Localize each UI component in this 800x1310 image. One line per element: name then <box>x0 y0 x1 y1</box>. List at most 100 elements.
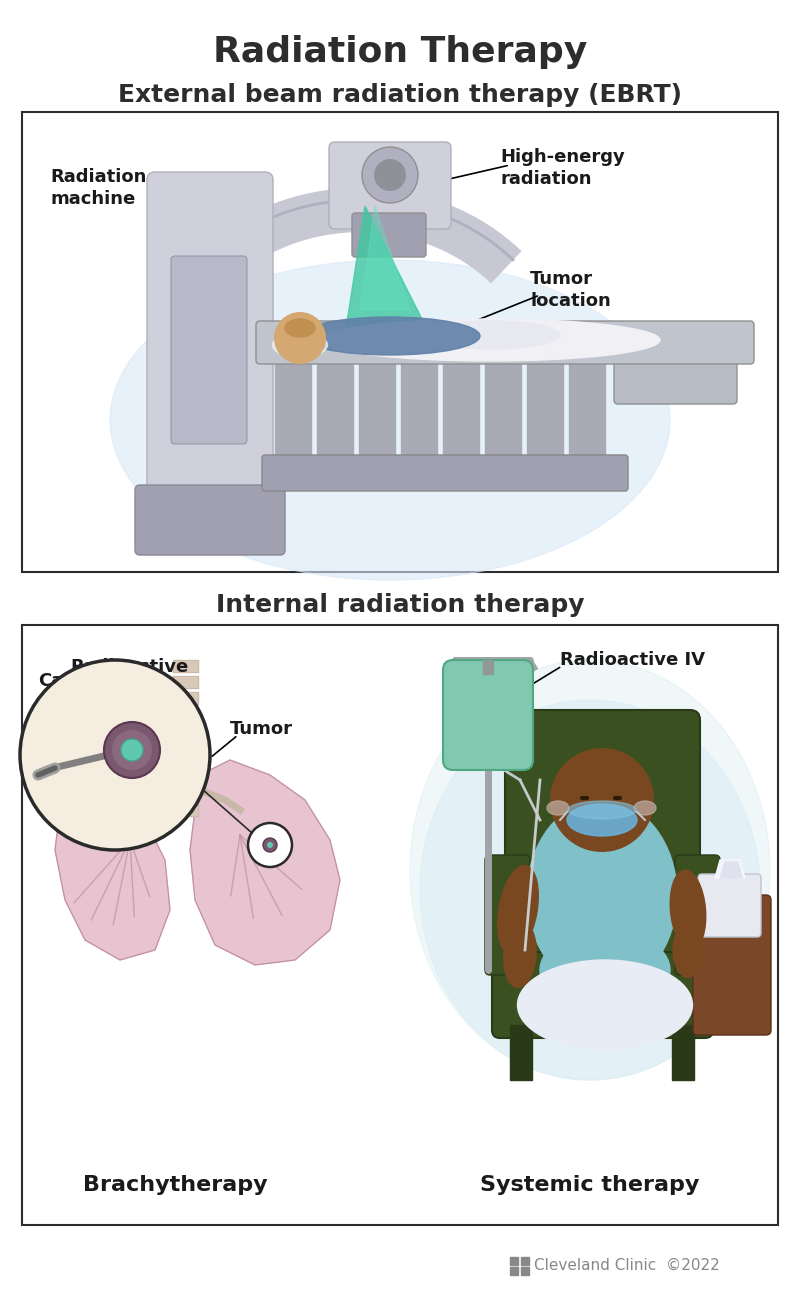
Ellipse shape <box>285 320 315 337</box>
Bar <box>672 1024 694 1079</box>
Circle shape <box>274 312 326 364</box>
Bar <box>174 806 197 815</box>
FancyBboxPatch shape <box>698 874 761 937</box>
FancyBboxPatch shape <box>352 214 426 257</box>
Ellipse shape <box>670 870 706 950</box>
Circle shape <box>550 748 654 852</box>
Ellipse shape <box>567 804 637 836</box>
Ellipse shape <box>420 700 760 1079</box>
Bar <box>483 660 493 675</box>
Ellipse shape <box>504 922 536 988</box>
Bar <box>173 676 198 688</box>
Text: Radioactive IV: Radioactive IV <box>560 651 705 669</box>
FancyBboxPatch shape <box>256 321 754 364</box>
FancyBboxPatch shape <box>693 895 771 1035</box>
Ellipse shape <box>110 259 670 580</box>
Bar <box>174 693 197 703</box>
Circle shape <box>112 730 152 770</box>
Bar <box>521 1258 529 1265</box>
Bar <box>173 789 198 800</box>
Bar <box>174 789 197 799</box>
Ellipse shape <box>527 800 677 990</box>
Bar <box>173 756 198 768</box>
Ellipse shape <box>518 960 693 1051</box>
Text: Cleveland Clinic  ©2022: Cleveland Clinic ©2022 <box>534 1258 720 1272</box>
Text: Radiation
machine: Radiation machine <box>50 168 146 208</box>
Circle shape <box>267 842 273 848</box>
FancyBboxPatch shape <box>614 351 737 403</box>
Ellipse shape <box>273 333 327 358</box>
Polygon shape <box>715 859 745 878</box>
Text: Brachytherapy: Brachytherapy <box>82 1175 267 1195</box>
Bar <box>510 1024 532 1079</box>
Text: Tumor
location: Tumor location <box>530 270 610 310</box>
Bar <box>527 360 563 460</box>
Bar <box>510 1258 518 1265</box>
Bar <box>173 740 198 752</box>
Bar <box>174 677 197 686</box>
Circle shape <box>20 660 210 850</box>
Bar <box>521 1267 529 1275</box>
Ellipse shape <box>568 800 636 819</box>
Bar <box>174 662 197 671</box>
Text: Systemic therapy: Systemic therapy <box>480 1175 700 1195</box>
Bar <box>275 360 311 460</box>
Bar <box>174 757 197 766</box>
Polygon shape <box>55 770 170 960</box>
Bar <box>173 772 198 783</box>
Circle shape <box>104 722 160 778</box>
Bar <box>173 724 198 736</box>
Circle shape <box>248 823 292 867</box>
FancyBboxPatch shape <box>492 952 713 1038</box>
Bar <box>174 709 197 719</box>
Circle shape <box>263 838 277 852</box>
Bar <box>173 804 198 816</box>
Ellipse shape <box>540 930 670 1010</box>
Bar <box>174 773 197 783</box>
Bar <box>173 707 198 721</box>
Bar <box>173 660 198 672</box>
FancyBboxPatch shape <box>443 660 533 770</box>
Polygon shape <box>190 760 340 965</box>
FancyBboxPatch shape <box>147 172 273 528</box>
FancyBboxPatch shape <box>485 855 530 975</box>
Bar <box>174 724 197 735</box>
Polygon shape <box>720 862 742 878</box>
FancyBboxPatch shape <box>135 485 285 555</box>
Text: External beam radiation therapy (EBRT): External beam radiation therapy (EBRT) <box>118 83 682 107</box>
Polygon shape <box>360 206 410 310</box>
Ellipse shape <box>498 866 538 955</box>
Text: Radiation Therapy: Radiation Therapy <box>213 35 587 69</box>
Text: Radioactive
source: Radioactive source <box>71 658 189 698</box>
Text: High-energy
radiation: High-energy radiation <box>500 148 625 189</box>
Bar <box>22 111 778 572</box>
FancyBboxPatch shape <box>329 141 451 229</box>
FancyBboxPatch shape <box>171 255 247 444</box>
Text: Tumor: Tumor <box>230 721 293 738</box>
Bar <box>510 1267 518 1275</box>
FancyBboxPatch shape <box>675 855 720 975</box>
Ellipse shape <box>300 317 480 355</box>
Ellipse shape <box>410 660 770 1079</box>
Ellipse shape <box>547 800 569 815</box>
Circle shape <box>362 147 418 203</box>
Ellipse shape <box>634 800 656 815</box>
Bar <box>317 360 353 460</box>
Bar <box>173 692 198 703</box>
Polygon shape <box>345 206 430 335</box>
FancyBboxPatch shape <box>505 710 700 1000</box>
Bar <box>174 741 197 751</box>
Text: Catheter: Catheter <box>38 672 126 690</box>
Bar <box>359 360 395 460</box>
FancyBboxPatch shape <box>262 455 628 491</box>
Ellipse shape <box>320 320 660 362</box>
Text: Internal radiation therapy: Internal radiation therapy <box>216 593 584 617</box>
Bar <box>569 360 605 460</box>
Bar <box>443 360 479 460</box>
Circle shape <box>121 739 143 761</box>
Bar <box>401 360 437 460</box>
Ellipse shape <box>673 922 703 977</box>
Bar <box>485 360 521 460</box>
Circle shape <box>374 159 406 191</box>
Bar <box>22 625 778 1225</box>
